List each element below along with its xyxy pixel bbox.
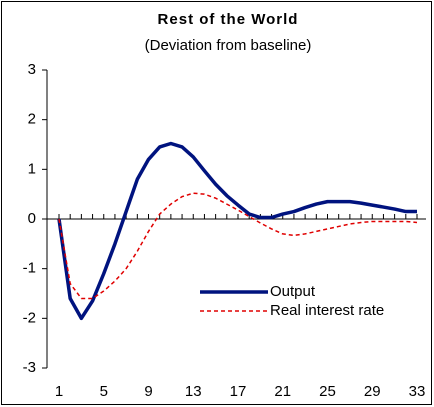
x-tick-label: 5 [100, 383, 108, 400]
line-series [57, 141, 417, 321]
y-tick-label: -2 [23, 309, 36, 326]
x-tick-label: 21 [274, 383, 291, 400]
x-tick-label: 9 [144, 383, 152, 400]
y-tick-label: -1 [23, 260, 36, 277]
chart-subtitle: (Deviation from baseline) [145, 37, 312, 54]
y-tick-label: 0 [28, 210, 36, 227]
x-tick-label: 13 [185, 383, 202, 400]
chart-title: Rest of the World [158, 11, 299, 28]
x-tick-label: 1 [55, 383, 63, 400]
x-tick-label: 29 [364, 383, 381, 400]
x-tick-label: 17 [230, 383, 247, 400]
line-series [58, 192, 418, 300]
legend-label: Real interest rate [270, 302, 384, 319]
y-tick-label: 3 [28, 61, 36, 78]
x-tick-label: 25 [319, 383, 336, 400]
y-tick-label: -3 [23, 359, 36, 376]
y-tick-label: 1 [28, 160, 36, 177]
legend-label: Output [270, 283, 316, 300]
x-tick-label: 33 [409, 383, 426, 400]
y-tick-label: 2 [28, 111, 36, 128]
